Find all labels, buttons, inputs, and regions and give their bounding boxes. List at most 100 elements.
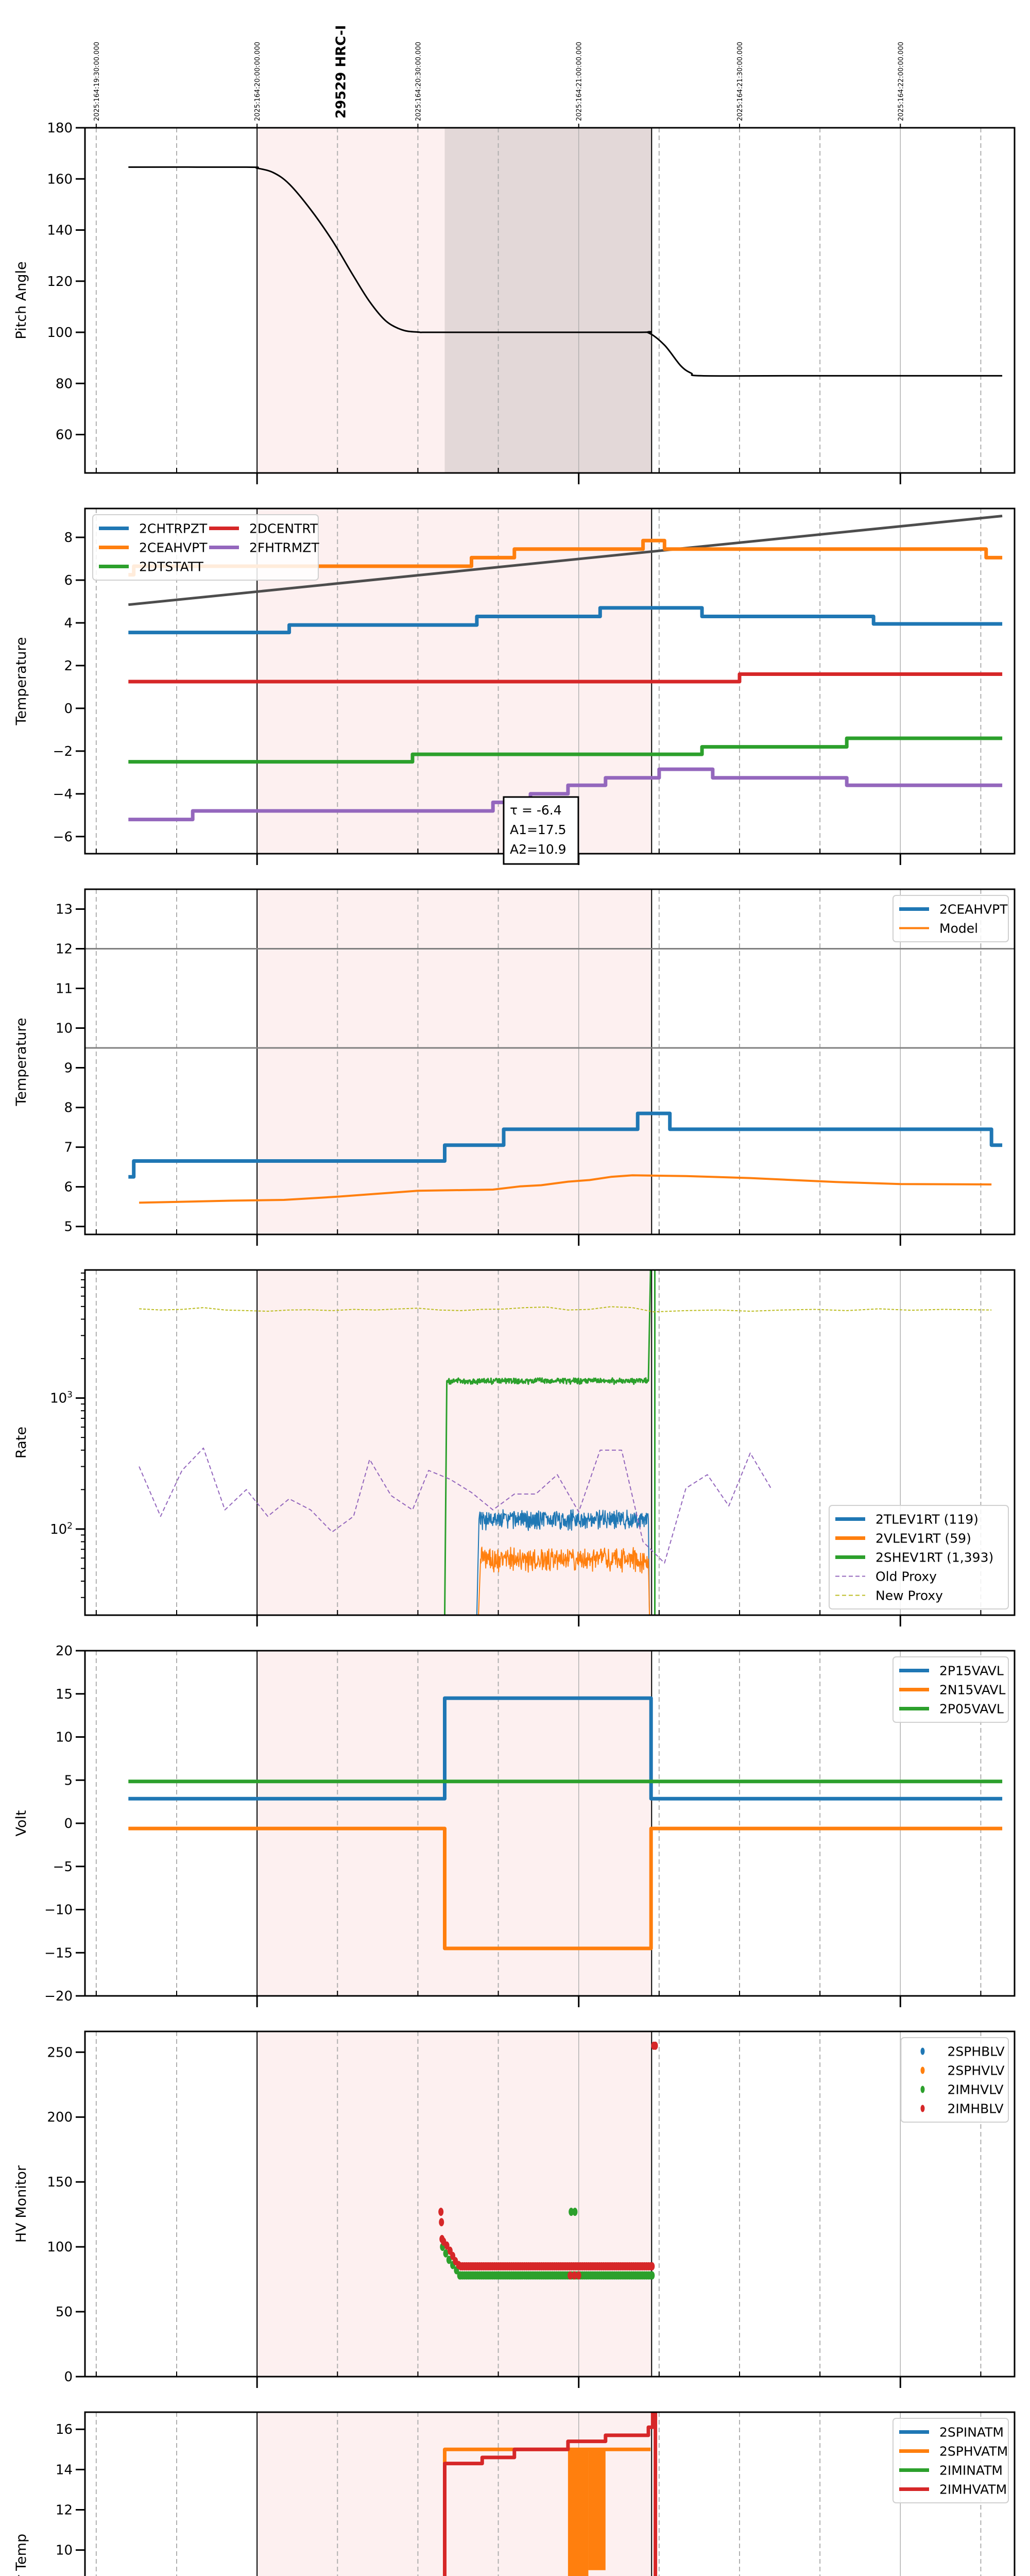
y-tick-label: 100 [47,2240,73,2255]
legend-label: 2SHEV1RT (1,393) [876,1550,993,1565]
legend-item: New Proxy [835,1588,943,1603]
legend-marker [920,2066,925,2074]
y-tick-label: 16 [56,2422,73,2437]
y-tick-label: 8 [64,1100,73,1116]
legend-label: 2SPHBLV [948,2044,1005,2059]
observation-span [257,889,652,1234]
marker-2imhvlv [446,2256,452,2264]
y-tick-label: 13 [56,902,73,918]
series-group [443,2412,658,2576]
series-group [128,1696,1003,1951]
legend-label: 2FHTRMZT [249,540,319,555]
legend-item: 2IMINATM [899,2463,1003,2478]
y-tick-label: 12 [56,942,73,957]
panel-pitch: 60 80 100 120 140 160 180 Pitch Angle [13,121,1016,484]
legend-label: 2N15VAVL [939,1683,1006,1698]
series-line-2dtstatt [128,736,1003,764]
legend: 2SPHBLV 2SPHVLV 2IMHVLV 2IMHBLV [900,2037,1009,2123]
series-line-2imhvatm [443,2412,658,2576]
legend-label: 2IMHVLV [948,2082,1004,2097]
legend-box [829,1505,1009,1609]
legend-box [900,2037,1009,2123]
series-group [139,1270,992,1615]
panel-detector-temp: 0246810121416Detector Temp2SPINATM2SPHVA… [13,2411,1016,2576]
marker-2imhblv [438,2208,444,2216]
legend-item: 2CHTRPZT [99,521,208,536]
annotation-line: A2=10.9 [510,842,566,857]
y-axis-label: Temperature [13,637,29,725]
marker-2imhvlv [443,2249,449,2258]
legend-item: 2P15VAVL [899,1664,1004,1679]
y-tick-label: 0 [64,1816,73,1832]
band-2sphvatm [588,2449,606,2570]
series-line-2sphvatm [443,2447,651,2576]
legend-label: 2IMHBLV [948,2102,1004,2116]
legend-item: 2SHEV1RT (1,393) [835,1550,993,1565]
y-tick-label: 140 [47,223,73,239]
panel-rate: 102 103 Rate 2TLEV1RT (119) 2VLEV1RT (59) 2SH… [13,1269,1016,1626]
y-tick-label: 20 [56,1643,73,1659]
y-tick-label: 250 [47,2045,73,2060]
legend-marker [920,2086,925,2093]
y-tick-label: 7 [64,1140,73,1156]
y-tick-label: 180 [47,121,73,136]
legend-marker [920,2105,925,2112]
legend-label: 2P05VAVL [939,1702,1004,1717]
legend-label: New Proxy [876,1588,943,1603]
y-tick-label: 6 [64,573,73,588]
legend-label: Old Proxy [876,1569,937,1584]
y-tick-label: 9 [64,1061,73,1076]
y-tick-label: −20 [44,1989,73,2004]
legend-item: 2IMHVLV [920,2082,1004,2097]
y-tick-label: −6 [53,829,73,845]
legend-label: 2DTSTATT [139,560,204,574]
y-tick-label: 50 [56,2304,73,2320]
y-tick-label: 10 [56,1021,73,1037]
legend-label: 2CEAHVPT [939,902,1008,917]
y-axis-label: HV Monitor [13,2165,29,2243]
y-tick-label: 0 [64,701,73,717]
legend-item: 2TLEV1RT (119) [835,1512,978,1527]
y-tick-label: 8 [64,530,73,546]
legend-item: Model [899,921,978,936]
legend-item: 2IMHBLV [920,2102,1004,2116]
legend-item: 2SPHVATM [899,2444,1008,2459]
y-tick-label: 0 [64,2369,73,2385]
y-tick-label: 100 [47,325,73,341]
y-axis-label: Pitch Angle [13,261,29,339]
legend-label: 2IMHVATM [939,2482,1007,2497]
series-line-pitch [128,166,1003,377]
fit-annotation: τ = -6.4 A1=17.5 A2=10.9 [503,796,579,865]
legend-item: 2SPHVLV [920,2063,1005,2078]
y-tick-label: 80 [56,376,73,392]
series-line-2fhtrmzt [128,767,1003,822]
legend-label: 2SPHVLV [948,2063,1005,2078]
y-tick-label: 11 [56,981,73,997]
legend: 2P15VAVL 2N15VAVL 2P05VAVL [892,1656,1009,1723]
marker-2imhblv [444,2241,450,2250]
slew-span [444,128,652,473]
y-tick-label: 2 [64,658,73,674]
legend-item: 2N15VAVL [899,1683,1006,1698]
annotation-line: A1=17.5 [510,822,566,837]
legend: 2SPINATM 2SPHVATM 2IMINATM 2IMHVATM [892,2418,1009,2503]
series-line-2chtrpzt [128,606,1003,635]
legend-box [892,895,1009,942]
panel-temps: −6 −4 −2 0 2 4 6 8 Temperature 2CHTRPZT 2CEAHVPT 2D… [13,507,1016,865]
y-tick-label: 15 [56,1687,73,1702]
marker-2imhvlv [572,2208,578,2216]
y-tick-label: 4 [64,616,73,631]
legend-label: 2P15VAVL [939,1664,1004,1679]
y-tick-label: 14 [56,2462,73,2478]
series-group [128,166,1003,377]
legend-label: Model [939,921,978,936]
series-line-old-proxy [139,1447,772,1564]
legend-item: 2SPHBLV [920,2044,1005,2059]
plot-frame [84,888,1016,1235]
y-tick-exponent: 2 [67,1521,73,1531]
y-tick-label: −15 [44,1945,73,1961]
legend-label: 2TLEV1RT (119) [876,1512,978,1527]
legend-label: 2SPINATM [939,2425,1004,2440]
marker-2imhblv [576,2271,581,2280]
